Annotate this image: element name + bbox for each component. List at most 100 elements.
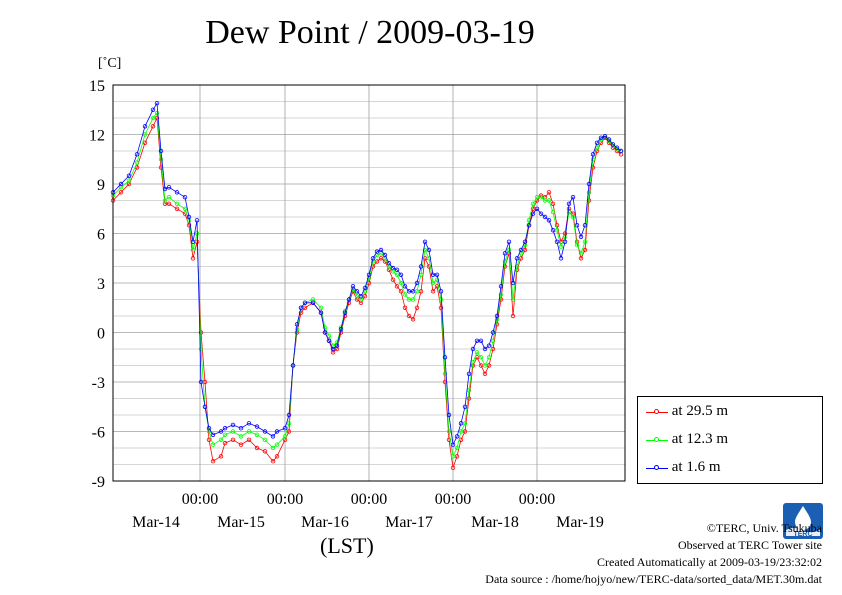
series-line xyxy=(112,112,622,458)
data-point xyxy=(134,152,140,157)
data-point xyxy=(230,429,236,434)
terc-logo-icon: TERC xyxy=(783,503,823,539)
data-point xyxy=(442,371,448,376)
chart-title: Dew Point / 2009-03-19 xyxy=(205,14,535,51)
data-point xyxy=(590,157,596,162)
data-point xyxy=(274,454,280,459)
data-point xyxy=(162,186,168,192)
y-tick-label: 0 xyxy=(97,326,105,343)
data-point xyxy=(202,404,208,409)
y-tick-label: 12 xyxy=(89,128,105,145)
data-point xyxy=(574,242,580,248)
data-point xyxy=(514,256,520,261)
data-point xyxy=(286,412,292,418)
legend-label: at 29.5 m xyxy=(671,403,728,419)
data-point xyxy=(506,247,512,253)
data-point xyxy=(298,310,304,315)
data-point xyxy=(414,305,420,310)
data-point xyxy=(238,442,244,447)
chart-legend: at 29.5 m at 12.3 m at 1.6 m xyxy=(637,396,823,484)
data-point xyxy=(478,355,484,360)
data-point xyxy=(434,277,440,282)
data-point xyxy=(514,264,520,269)
data-point xyxy=(450,442,456,447)
data-point xyxy=(154,100,160,106)
data-point xyxy=(530,211,536,216)
legend-symbol xyxy=(646,463,668,473)
data-point xyxy=(530,201,536,206)
data-point xyxy=(294,322,300,327)
data-point xyxy=(182,206,188,211)
data-point xyxy=(558,256,564,261)
data-point xyxy=(382,252,388,258)
data-point xyxy=(434,284,440,289)
data-point xyxy=(422,239,428,244)
data-point xyxy=(206,437,212,442)
data-point xyxy=(466,396,472,401)
data-point xyxy=(610,142,616,147)
data-point xyxy=(538,211,544,216)
data-point xyxy=(510,297,516,302)
data-point xyxy=(326,333,332,338)
data-point xyxy=(446,437,452,442)
data-point xyxy=(486,363,492,368)
data-point xyxy=(470,346,476,352)
footer-observed-site: Observed at TERC Tower site xyxy=(677,538,822,552)
data-point xyxy=(254,445,260,451)
data-point xyxy=(274,442,280,447)
data-point xyxy=(338,327,344,332)
data-point xyxy=(502,259,508,264)
x-axis-label: (LST) xyxy=(320,533,374,558)
data-point xyxy=(450,454,456,459)
data-point xyxy=(126,178,132,183)
data-point xyxy=(162,198,168,203)
legend-label: at 12.3 m xyxy=(671,431,728,447)
data-point xyxy=(150,124,156,129)
data-point xyxy=(394,284,400,289)
data-point xyxy=(398,272,404,277)
data-point xyxy=(478,338,484,343)
data-point xyxy=(222,432,228,437)
data-point xyxy=(154,110,160,116)
data-point xyxy=(410,297,416,302)
data-point xyxy=(134,160,140,165)
x-tick-day-label: Mar-15 xyxy=(217,514,265,531)
data-point xyxy=(126,173,132,178)
data-point xyxy=(542,198,548,203)
y-tick-label: -9 xyxy=(92,474,105,491)
data-point xyxy=(254,424,260,429)
data-point xyxy=(618,148,624,154)
data-point xyxy=(362,285,368,291)
data-point xyxy=(586,190,592,195)
x-tick-time-label: 00:00 xyxy=(351,491,387,508)
y-tick-label: -3 xyxy=(92,375,105,392)
data-point xyxy=(482,346,488,352)
data-point xyxy=(490,338,496,343)
data-point xyxy=(418,264,424,269)
data-point xyxy=(358,294,364,299)
data-point xyxy=(454,445,460,451)
data-point xyxy=(502,251,508,256)
data-point xyxy=(414,289,420,294)
y-axis-unit-label: [˚C] xyxy=(98,56,122,71)
data-point xyxy=(446,429,452,434)
legend-symbol xyxy=(646,407,668,417)
svg-text:TERC: TERC xyxy=(793,531,812,538)
data-point xyxy=(282,426,288,431)
data-point xyxy=(562,239,568,244)
y-tick-label: 3 xyxy=(97,276,105,293)
data-point xyxy=(322,330,328,335)
data-point xyxy=(118,190,124,195)
x-tick-time-label: 00:00 xyxy=(267,491,303,508)
data-point xyxy=(426,264,432,269)
y-tick-label: 9 xyxy=(97,177,105,194)
data-point xyxy=(414,280,420,286)
data-point xyxy=(410,289,416,294)
data-point xyxy=(490,330,496,335)
x-tick-day-label: Mar-17 xyxy=(385,514,433,531)
data-point xyxy=(510,313,516,319)
data-point xyxy=(530,206,536,211)
data-point xyxy=(326,338,332,343)
y-tick-label: 6 xyxy=(97,227,105,244)
